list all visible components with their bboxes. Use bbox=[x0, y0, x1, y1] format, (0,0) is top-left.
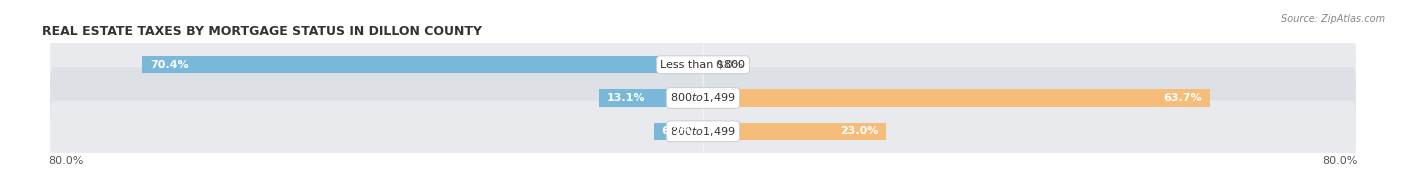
Text: 70.4%: 70.4% bbox=[150, 60, 188, 70]
Text: REAL ESTATE TAXES BY MORTGAGE STATUS IN DILLON COUNTY: REAL ESTATE TAXES BY MORTGAGE STATUS IN … bbox=[42, 25, 482, 38]
Bar bbox=[703, 123, 886, 140]
Bar bbox=[599, 89, 703, 107]
Text: 63.7%: 63.7% bbox=[1164, 93, 1202, 103]
FancyBboxPatch shape bbox=[51, 101, 1355, 162]
Bar bbox=[654, 123, 703, 140]
Text: 0.0%: 0.0% bbox=[714, 60, 744, 70]
Text: $800 to $1,499: $800 to $1,499 bbox=[671, 125, 735, 138]
Bar bbox=[703, 89, 1211, 107]
Text: 6.2%: 6.2% bbox=[662, 126, 693, 136]
Text: 23.0%: 23.0% bbox=[839, 126, 879, 136]
Text: Source: ZipAtlas.com: Source: ZipAtlas.com bbox=[1281, 14, 1385, 24]
Text: 13.1%: 13.1% bbox=[606, 93, 645, 103]
Text: Less than $800: Less than $800 bbox=[661, 60, 745, 70]
FancyBboxPatch shape bbox=[51, 34, 1355, 95]
FancyBboxPatch shape bbox=[51, 67, 1355, 129]
Text: $800 to $1,499: $800 to $1,499 bbox=[671, 92, 735, 104]
Bar bbox=[142, 56, 703, 73]
